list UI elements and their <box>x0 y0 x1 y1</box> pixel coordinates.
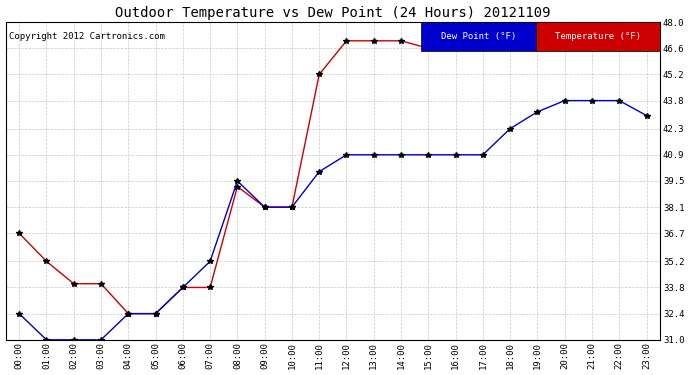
Title: Outdoor Temperature vs Dew Point (24 Hours) 20121109: Outdoor Temperature vs Dew Point (24 Hou… <box>115 6 551 20</box>
FancyBboxPatch shape <box>421 22 536 51</box>
Text: Temperature (°F): Temperature (°F) <box>555 32 641 41</box>
FancyBboxPatch shape <box>536 22 660 51</box>
Text: Dew Point (°F): Dew Point (°F) <box>441 32 516 41</box>
Text: Copyright 2012 Cartronics.com: Copyright 2012 Cartronics.com <box>9 32 165 40</box>
